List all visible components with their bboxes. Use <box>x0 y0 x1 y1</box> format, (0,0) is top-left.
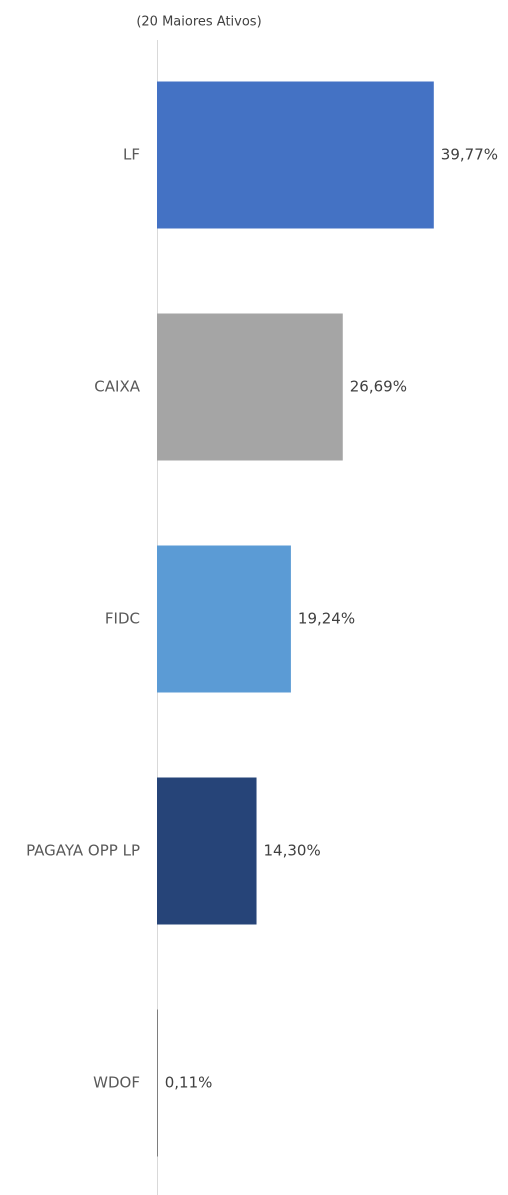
data-label: 39,77% <box>441 146 498 164</box>
y-tick-label: CAIXA <box>94 378 140 396</box>
data-label: 26,69% <box>350 378 407 396</box>
bar <box>157 313 343 461</box>
y-tick-label: FIDC <box>105 610 140 628</box>
bar <box>157 1009 158 1157</box>
chart-title: (20 Maiores Ativos) <box>136 15 261 30</box>
bar <box>157 777 257 925</box>
data-label: 0,11% <box>165 1074 213 1092</box>
data-label: 19,24% <box>298 610 355 628</box>
y-tick-label: WDOF <box>93 1074 140 1092</box>
bar <box>157 545 291 693</box>
bar <box>157 81 434 229</box>
y-tick-label: PAGAYA OPP LP <box>26 842 140 860</box>
y-tick-label: LF <box>123 146 140 164</box>
data-label: 14,30% <box>264 842 321 860</box>
